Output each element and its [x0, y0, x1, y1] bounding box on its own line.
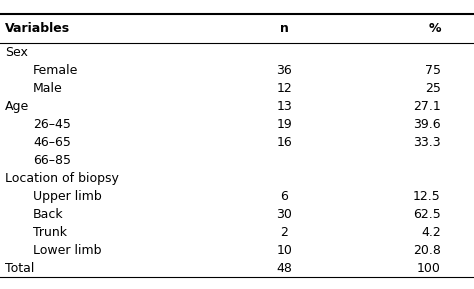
- Text: 27.1: 27.1: [413, 100, 441, 113]
- Text: n: n: [280, 23, 289, 35]
- Text: 46–65: 46–65: [33, 136, 71, 149]
- Text: Lower limb: Lower limb: [33, 244, 102, 257]
- Text: 6: 6: [281, 190, 288, 203]
- Text: 48: 48: [276, 262, 292, 275]
- Text: Upper limb: Upper limb: [33, 190, 102, 203]
- Text: Trunk: Trunk: [33, 226, 67, 239]
- Text: 62.5: 62.5: [413, 208, 441, 221]
- Text: Location of biopsy: Location of biopsy: [5, 172, 118, 185]
- Text: 33.3: 33.3: [413, 136, 441, 149]
- Text: 26–45: 26–45: [33, 118, 71, 131]
- Text: Female: Female: [33, 64, 79, 77]
- Text: %: %: [428, 23, 441, 35]
- Text: 4.2: 4.2: [421, 226, 441, 239]
- Text: 100: 100: [417, 262, 441, 275]
- Text: 36: 36: [276, 64, 292, 77]
- Text: 2: 2: [281, 226, 288, 239]
- Text: 66–85: 66–85: [33, 154, 71, 167]
- Text: Sex: Sex: [5, 46, 27, 59]
- Text: Total: Total: [5, 262, 34, 275]
- Text: Age: Age: [5, 100, 29, 113]
- Text: 10: 10: [276, 244, 292, 257]
- Text: 12: 12: [276, 82, 292, 95]
- Text: 20.8: 20.8: [413, 244, 441, 257]
- Text: 16: 16: [276, 136, 292, 149]
- Text: 25: 25: [425, 82, 441, 95]
- Text: 12.5: 12.5: [413, 190, 441, 203]
- Text: Male: Male: [33, 82, 63, 95]
- Text: 19: 19: [276, 118, 292, 131]
- Text: Variables: Variables: [5, 23, 70, 35]
- Text: 39.6: 39.6: [413, 118, 441, 131]
- Text: 75: 75: [425, 64, 441, 77]
- Text: 30: 30: [276, 208, 292, 221]
- Text: 13: 13: [276, 100, 292, 113]
- Text: Back: Back: [33, 208, 64, 221]
